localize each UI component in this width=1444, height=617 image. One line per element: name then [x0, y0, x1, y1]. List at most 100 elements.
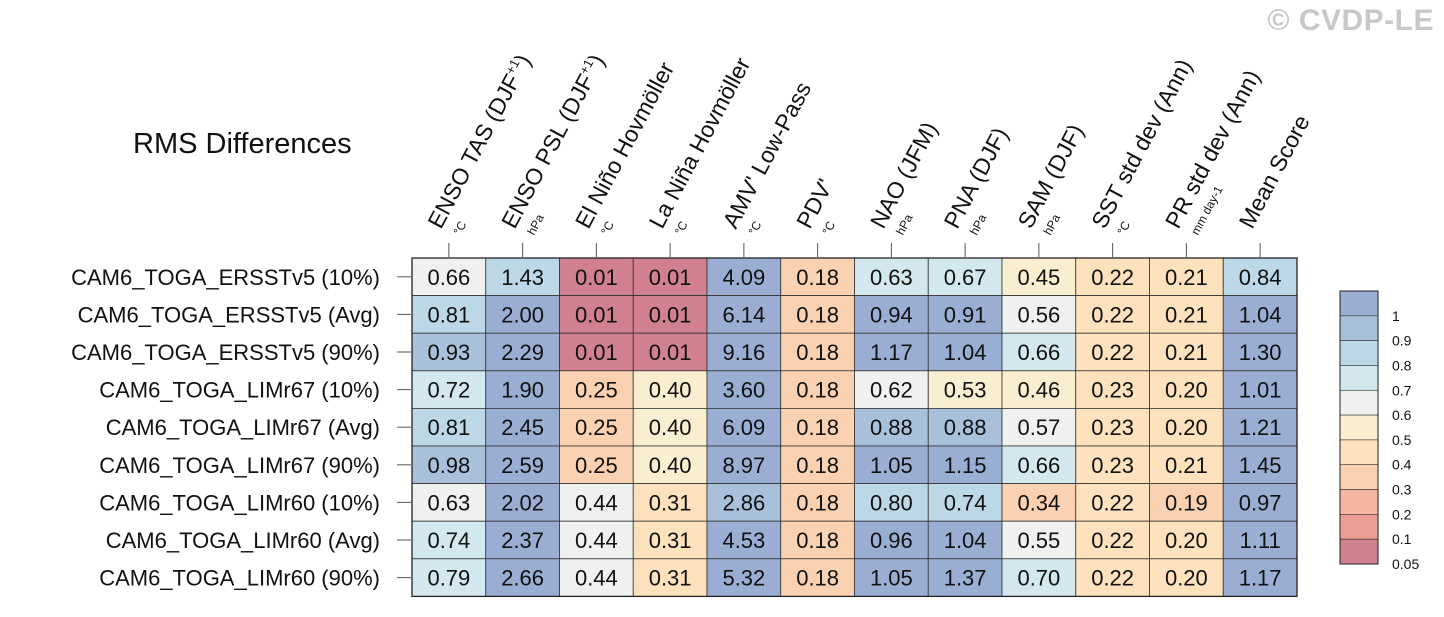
cell-value-label: 0.31: [649, 528, 692, 553]
cell-value-label: 1.90: [501, 378, 544, 403]
cell-value-label: 0.23: [1091, 415, 1134, 440]
cell-value-label: 0.81: [427, 302, 470, 327]
cell-value-label: 1.43: [501, 265, 544, 290]
cell-value-label: 0.31: [649, 490, 692, 515]
cell-value-label: 0.21: [1165, 453, 1208, 478]
cell-value-label: 2.86: [722, 490, 765, 515]
heatmap-cell: [1222, 445, 1298, 484]
heatmap-cell: [632, 407, 708, 447]
colorbar-swatch: [1339, 414, 1379, 441]
cell-value-label: 0.84: [1239, 265, 1282, 290]
cell-value-label: 0.72: [427, 378, 470, 403]
cell-value-label: 0.63: [427, 490, 470, 515]
column-label-group: Mean Score: [1234, 111, 1315, 233]
cell-value-label: 0.20: [1165, 378, 1208, 403]
heatmap-cell: [1149, 257, 1224, 296]
heatmap-cell: [854, 332, 929, 372]
colorbar-tick-label: 0.3: [1392, 482, 1412, 498]
cell-value-label: 1.04: [1239, 302, 1282, 327]
heatmap-cell: [411, 295, 487, 334]
cell-value-label: 0.01: [649, 340, 692, 365]
cell-value-label: 9.16: [722, 340, 765, 365]
cell-value-label: 0.18: [796, 528, 839, 553]
colorbar-tick-label: 0.5: [1392, 432, 1412, 448]
column-unit-label: °C: [451, 219, 470, 238]
colorbar-tick-label: 0.05: [1392, 556, 1419, 572]
colorbar-swatch: [1339, 538, 1379, 565]
heatmap-cell: [780, 332, 855, 372]
heatmap-cell: [927, 332, 1003, 372]
column-label-group: ENSO TAS (DJF+1)°C: [422, 50, 536, 238]
heatmap-cell: [485, 445, 560, 484]
cell-value-label: 0.18: [796, 566, 839, 591]
cell-value-label: 0.25: [575, 453, 618, 478]
heatmap-cell: [559, 445, 634, 484]
cell-value-label: 0.93: [427, 340, 470, 365]
heatmap-cell: [706, 483, 782, 522]
cell-value-label: 2.37: [501, 528, 544, 553]
cell-value-label: 1.01: [1239, 378, 1282, 403]
cell-value-label: 0.18: [796, 453, 839, 478]
row-label: CAM6_TOGA_LIMr67 (10%): [99, 378, 380, 403]
cell-value-label: 0.94: [870, 302, 913, 327]
chart-title: RMS Differences: [133, 128, 352, 160]
cell-value-label: 0.18: [796, 415, 839, 440]
heatmap-cell: [706, 370, 782, 409]
cell-value-label: 1.17: [1239, 566, 1282, 591]
heatmap-cell: [1149, 370, 1224, 409]
cell-value-label: 0.34: [1017, 490, 1060, 515]
heatmap-cell: [1222, 257, 1298, 296]
colorbar-swatch: [1339, 340, 1379, 366]
cell-value-label: 1.05: [870, 453, 913, 478]
colorbar-tick-label: 0.7: [1392, 382, 1412, 398]
cell-value-label: 6.09: [722, 415, 765, 440]
cell-value-label: 4.09: [722, 265, 765, 290]
cell-value-label: 0.22: [1091, 528, 1134, 553]
cell-value-label: 0.45: [1017, 265, 1060, 290]
cell-value-label: 2.59: [501, 453, 544, 478]
cell-value-label: 0.20: [1165, 415, 1208, 440]
cell-value-label: 0.22: [1091, 566, 1134, 591]
heatmap-cell: [1001, 520, 1077, 560]
heatmap-cell: [632, 370, 708, 409]
heatmap-cell: [559, 483, 634, 522]
cell-value-label: 0.88: [870, 415, 913, 440]
heatmap-cell: [706, 257, 782, 296]
heatmap-cell: [485, 407, 560, 447]
colorbar-swatch: [1339, 365, 1379, 391]
heatmap-cell: [1075, 558, 1150, 597]
cell-value-label: 0.40: [649, 415, 692, 440]
cell-value-label: 2.29: [501, 340, 544, 365]
cell-value-label: 2.66: [501, 566, 544, 591]
cell-value-label: 0.67: [944, 265, 987, 290]
cell-value-label: 0.62: [870, 378, 913, 403]
heatmap-cell: [854, 370, 929, 409]
cell-value-label: 0.18: [796, 265, 839, 290]
cell-value-label: 0.40: [649, 378, 692, 403]
cell-value-label: 0.88: [944, 415, 987, 440]
cell-value-label: 1.45: [1239, 453, 1282, 478]
cell-value-label: 0.40: [649, 453, 692, 478]
column-unit-label: °C: [746, 219, 765, 238]
heatmap-cell: [1001, 370, 1077, 409]
heatmap-cell: [1222, 332, 1298, 372]
heatmap-cell: [1149, 445, 1224, 484]
cell-value-label: 0.21: [1165, 340, 1208, 365]
cell-value-label: 0.18: [796, 490, 839, 515]
heatmap-cell: [1001, 295, 1077, 334]
cell-value-label: 0.01: [575, 302, 618, 327]
cell-value-label: 2.45: [501, 415, 544, 440]
colorbar-swatch: [1339, 315, 1379, 341]
heatmap-cell: [1001, 332, 1077, 372]
cell-value-label: 0.19: [1165, 490, 1208, 515]
heatmap-cell: [559, 558, 634, 597]
cell-value-label: 0.23: [1091, 378, 1134, 403]
heatmap-cell: [559, 332, 634, 372]
heatmap-cell: [1075, 520, 1150, 560]
colorbar-tick-label: 0.9: [1392, 333, 1412, 349]
colorbar-swatch: [1339, 464, 1379, 490]
cell-value-label: 0.01: [575, 265, 618, 290]
heatmap-cell: [632, 445, 708, 484]
cell-value-label: 0.22: [1091, 340, 1134, 365]
